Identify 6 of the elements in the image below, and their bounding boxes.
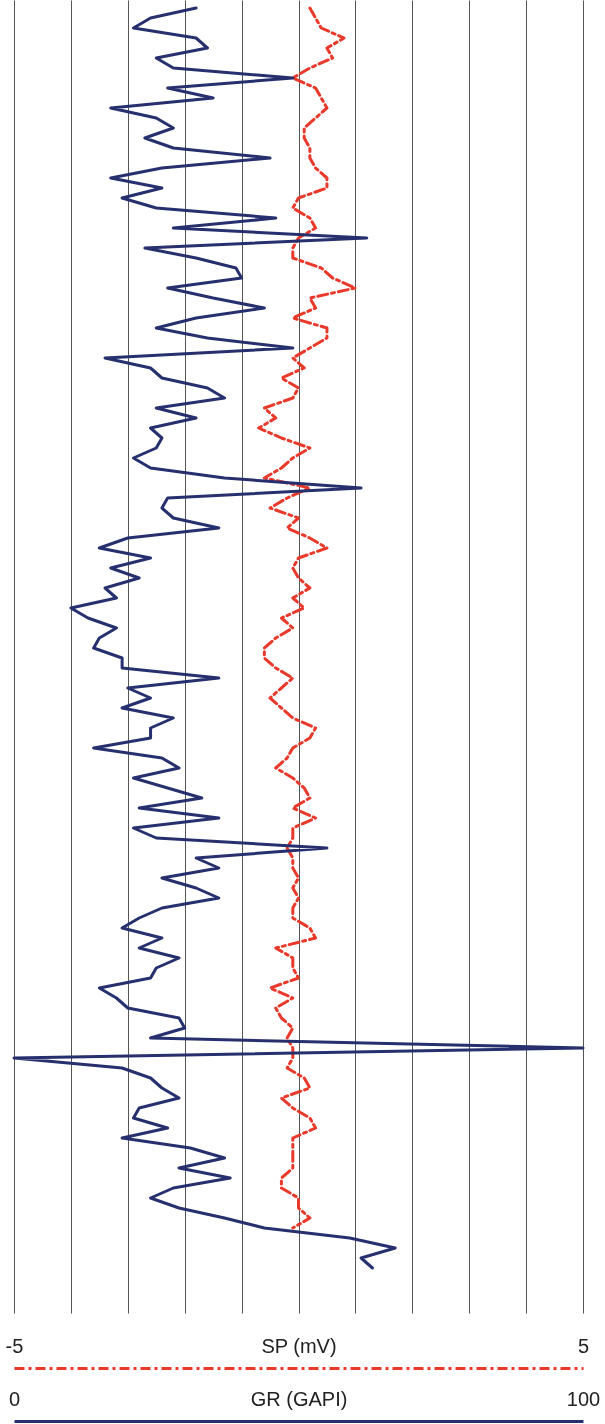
x2-axis-title: GR (GAPI) [250,1387,348,1410]
x-tick-label: 5 [577,1334,590,1357]
x-axis-title: SP (mV) [261,1334,337,1357]
x2-tick-label: 100 [566,1387,601,1410]
x-tick-label: -5 [5,1334,24,1357]
x2-tick-label: 0 [8,1387,21,1410]
